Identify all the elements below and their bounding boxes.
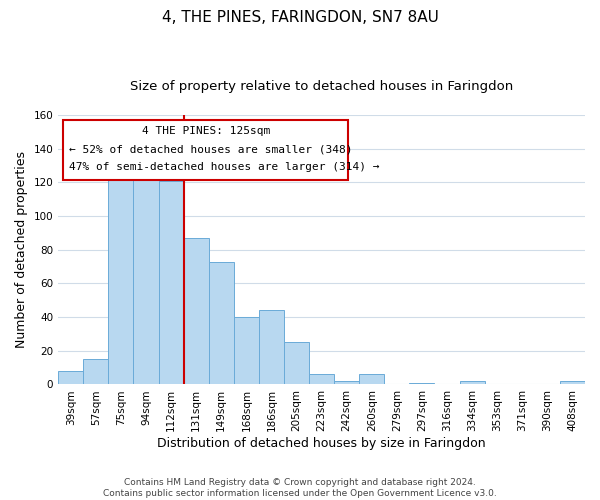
Text: 4 THE PINES: 125sqm: 4 THE PINES: 125sqm [142, 126, 270, 136]
X-axis label: Distribution of detached houses by size in Faringdon: Distribution of detached houses by size … [157, 437, 486, 450]
Bar [234, 317, 259, 384]
Bar [334, 381, 359, 384]
Text: Contains HM Land Registry data © Crown copyright and database right 2024.
Contai: Contains HM Land Registry data © Crown c… [103, 478, 497, 498]
Y-axis label: Number of detached properties: Number of detached properties [15, 151, 28, 348]
Text: ← 52% of detached houses are smaller (348): ← 52% of detached houses are smaller (34… [69, 144, 352, 154]
Bar [133, 170, 158, 384]
Bar [359, 374, 385, 384]
Bar [309, 374, 334, 384]
Bar [83, 359, 109, 384]
Bar [109, 174, 133, 384]
Bar [58, 371, 83, 384]
Bar [158, 180, 184, 384]
Bar [284, 342, 309, 384]
Bar [184, 238, 209, 384]
Title: Size of property relative to detached houses in Faringdon: Size of property relative to detached ho… [130, 80, 513, 93]
Bar [560, 381, 585, 384]
FancyBboxPatch shape [64, 120, 348, 180]
Text: 47% of semi-detached houses are larger (314) →: 47% of semi-detached houses are larger (… [69, 162, 379, 172]
Bar [409, 383, 434, 384]
Bar [209, 262, 234, 384]
Bar [460, 381, 485, 384]
Bar [259, 310, 284, 384]
Text: 4, THE PINES, FARINGDON, SN7 8AU: 4, THE PINES, FARINGDON, SN7 8AU [161, 10, 439, 25]
